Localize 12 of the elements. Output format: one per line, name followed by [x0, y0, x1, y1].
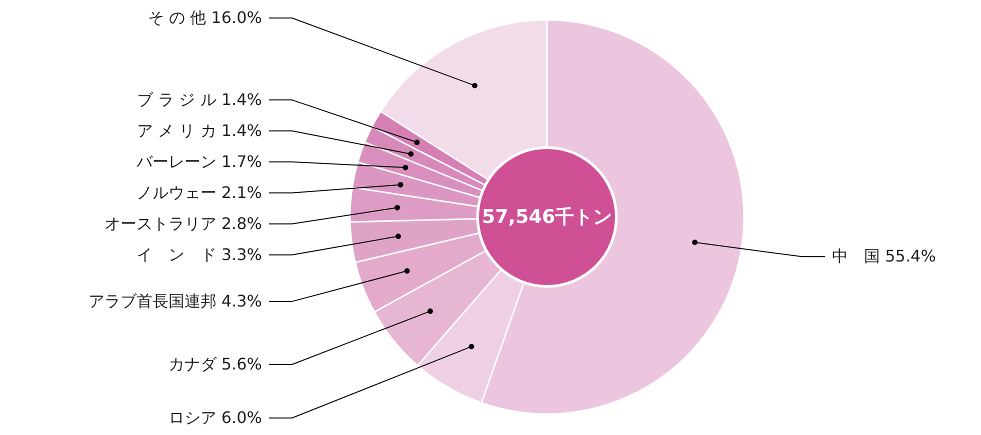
- slice-label: 中 国 55.4%: [832, 246, 936, 266]
- slice-label: オーストラリア 2.8%: [104, 214, 262, 233]
- slice-label: カナダ 5.6%: [168, 354, 262, 374]
- slice-label: バーレーン 1.7%: [135, 152, 262, 171]
- slice-label: アラブ首長国連邦 4.3%: [88, 291, 262, 310]
- slice-label: ブ ラ ジ ル 1.4%: [137, 90, 262, 109]
- slice-label: ア メ リ カ 1.4%: [137, 120, 262, 140]
- slice-label: イ ン ド 3.3%: [136, 244, 262, 264]
- text: 57,546千トン: [482, 206, 612, 228]
- slice-label: ロシア 6.0%: [168, 408, 262, 427]
- slice-label: そ の 他 16.0%: [148, 8, 262, 27]
- slice-label: ノルウェー 2.1%: [136, 182, 262, 202]
